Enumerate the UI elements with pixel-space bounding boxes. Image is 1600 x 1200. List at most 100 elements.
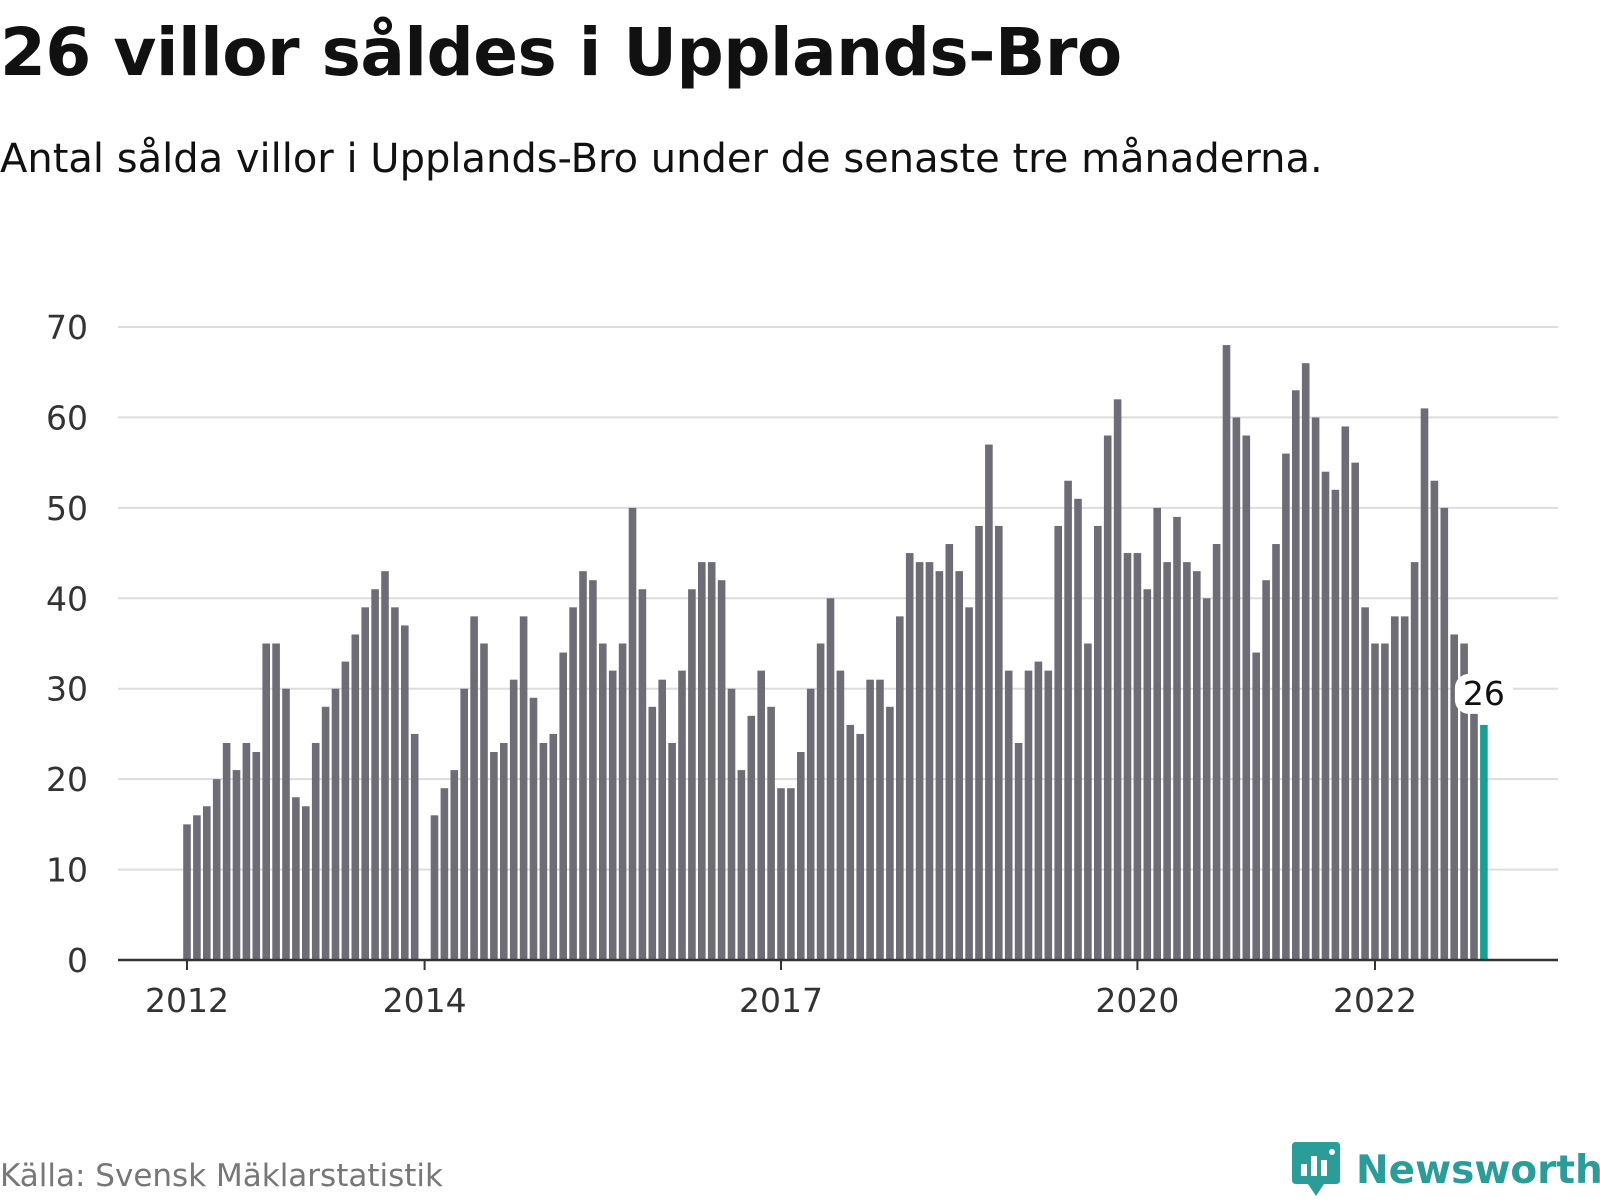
bar [836, 670, 845, 960]
bar [1094, 525, 1102, 960]
bar [1084, 643, 1092, 960]
y-tick-label: 0 [67, 941, 88, 980]
bar [1272, 544, 1280, 960]
bar [1331, 489, 1340, 960]
bar [1113, 399, 1122, 961]
bar [410, 733, 419, 960]
newsworthy-logo-icon [1292, 1142, 1340, 1196]
bar [490, 752, 498, 960]
bar [1133, 553, 1142, 960]
bar [1242, 435, 1251, 960]
bar [975, 525, 983, 960]
bar [599, 643, 607, 960]
bar [242, 742, 251, 960]
bar [1460, 643, 1468, 960]
bar [559, 652, 567, 960]
bar [945, 544, 954, 960]
bar [569, 607, 577, 960]
bar [658, 679, 666, 960]
bar [915, 562, 924, 960]
bar [183, 824, 191, 960]
bar [707, 562, 716, 960]
bar-chart: 0 10 20 30 40 50 60 70 2012 2014 2017 2020 2022 26 [46, 308, 1558, 1020]
bar [608, 670, 617, 960]
chart-title: 26 villor såldes i Upplands-Bro [0, 14, 1122, 91]
bar [539, 742, 548, 960]
bar [1371, 643, 1379, 960]
bar [1074, 498, 1082, 960]
bar [648, 706, 657, 960]
bar [321, 706, 330, 960]
x-tick-label: 2022 [1333, 981, 1417, 1020]
y-tick-label: 10 [46, 851, 88, 890]
bar [1410, 562, 1419, 960]
bar [500, 742, 508, 960]
bar [222, 742, 231, 960]
bar [302, 806, 310, 960]
bar [925, 562, 934, 960]
bar [391, 607, 399, 960]
bar [460, 688, 468, 960]
bar [787, 788, 795, 960]
data-label-halo [1454, 673, 1513, 714]
data-labels: 26 [1454, 673, 1513, 714]
source-note: Källa: Svensk Mäklarstatistik [0, 1158, 443, 1194]
bar [1034, 661, 1043, 960]
bar [777, 788, 785, 960]
bar [1400, 616, 1409, 960]
bar [193, 815, 201, 960]
bar [292, 797, 300, 960]
bar [1222, 345, 1231, 961]
data-label: 26 [1463, 674, 1505, 713]
bar [1321, 471, 1330, 960]
bar [866, 679, 874, 960]
bar [797, 752, 805, 960]
bar [282, 688, 290, 960]
bar [1183, 562, 1191, 960]
bar [856, 733, 864, 960]
bar [816, 643, 825, 960]
chart-subtitle: Antal sålda villor i Upplands-Bro under … [0, 136, 1323, 182]
bar [1044, 670, 1053, 960]
bar [589, 580, 597, 960]
bar [252, 752, 261, 960]
bar [1381, 643, 1389, 960]
bar [1341, 426, 1350, 961]
bar-highlight [1480, 724, 1488, 960]
brand-name: Newsworthy [1356, 1147, 1600, 1193]
bar [401, 625, 409, 960]
bar [985, 444, 993, 960]
bar [509, 679, 518, 960]
bar [1014, 742, 1023, 960]
bar [876, 679, 884, 960]
bar [1173, 516, 1181, 960]
bar [1212, 544, 1221, 960]
bar [381, 571, 389, 960]
bars [183, 345, 1488, 961]
bar [440, 788, 449, 960]
bar [737, 770, 746, 960]
bar [361, 607, 369, 960]
bar [1301, 363, 1310, 960]
bar [212, 779, 221, 960]
bar [450, 770, 459, 960]
bar [1292, 390, 1300, 960]
newsworthy-logo: Newsworthy [1290, 1140, 1600, 1200]
bar [1232, 417, 1241, 960]
bar [905, 553, 914, 960]
bar [1282, 453, 1290, 960]
y-tick-label: 50 [46, 489, 88, 528]
bar [430, 815, 439, 960]
bar [529, 697, 538, 960]
y-axis-tick-labels: 0 10 20 30 40 50 60 70 [46, 308, 88, 980]
bar [727, 688, 736, 960]
bar [955, 571, 963, 960]
bar [747, 715, 756, 960]
bar [1351, 462, 1359, 960]
bar [1153, 507, 1161, 960]
bar [698, 562, 706, 960]
bar [1440, 507, 1449, 960]
bar [846, 724, 855, 960]
bar [1103, 435, 1112, 960]
y-tick-label: 70 [46, 308, 88, 347]
